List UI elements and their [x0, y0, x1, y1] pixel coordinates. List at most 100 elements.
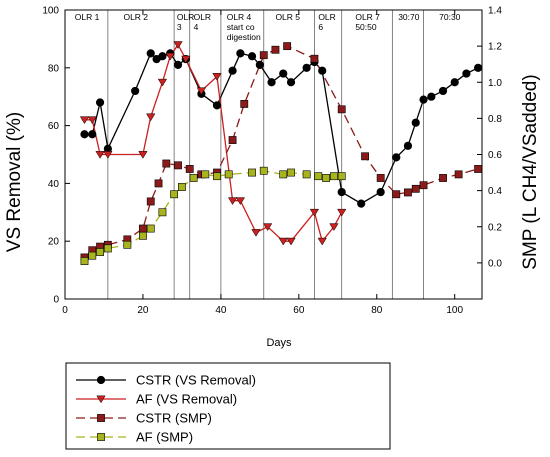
series-0-point [474, 63, 483, 72]
phase-label-line: 70:30 [439, 12, 461, 22]
y-left-tick-label: 0 [53, 295, 59, 306]
series-1-point [251, 229, 261, 237]
phase-label-line: 3 [177, 22, 182, 32]
series-3-point [248, 168, 256, 177]
y-left-tick-label: 60 [48, 121, 60, 132]
series-1-point [173, 41, 183, 49]
series-0-point [411, 118, 420, 127]
series-3-point [123, 240, 132, 249]
phase-label-line: OLR 7 [355, 12, 380, 22]
series-1-point [212, 73, 222, 81]
series-2-point [454, 170, 463, 179]
phase-label-6: OLR 6 [318, 12, 335, 32]
phase-label-5: OLR 5 [275, 12, 300, 22]
series-0-point [228, 66, 237, 75]
legend: CSTR (VS Removal) AF (VS Removal) CSTR (SM… [65, 362, 391, 450]
phase-label-line: OLR 2 [123, 12, 148, 22]
series-0-point [279, 69, 288, 78]
series-0-point [146, 49, 155, 58]
series-1-point [227, 197, 238, 206]
series-3-point [322, 174, 331, 182]
legend-label-0: CSTR (VS Removal) [136, 373, 256, 388]
y-left-tick-label: 80 [48, 63, 60, 74]
y-right-tick-label: 0.6 [488, 150, 502, 161]
series-2-point [259, 51, 268, 60]
series-1-point [278, 237, 288, 246]
series-3-point [178, 183, 186, 191]
series-0-point [88, 130, 97, 139]
series-3-point [80, 257, 89, 265]
series-3-point [158, 208, 167, 217]
series-2-point [439, 174, 447, 182]
series-3-point [287, 168, 295, 177]
series-1-point [103, 151, 113, 159]
series-0-point [392, 153, 401, 162]
series-2-point [392, 190, 401, 199]
phase-label-line: 6 [318, 22, 323, 32]
phase-label-line: digestion [227, 32, 261, 42]
series-2-point [154, 179, 163, 188]
series-3-point [224, 170, 233, 179]
series-0-point [419, 95, 428, 104]
series-3-point [146, 224, 155, 233]
series-1-point [181, 55, 191, 64]
series-2-point [474, 165, 483, 173]
series-0-point [302, 63, 311, 72]
series-0-point [403, 141, 413, 150]
y-right-tick-label: 0.2 [488, 222, 502, 233]
series-line-2 [84, 45, 479, 258]
series-1-point [263, 223, 273, 232]
series-2-point [283, 42, 292, 51]
series-1-point [95, 151, 105, 159]
series-2-point [310, 54, 319, 63]
phase-label-8: 30:70 [398, 12, 420, 22]
y-right-tick-label: 0.4 [488, 186, 502, 197]
series-0-point [462, 69, 471, 78]
series-0-point [173, 60, 183, 70]
series-1-point [235, 197, 246, 206]
phase-label-2: OLR 3 [177, 12, 194, 32]
x-tick-label: 100 [446, 305, 463, 316]
series-0-point [236, 49, 245, 58]
series-2-point [337, 105, 346, 114]
series-3-point [88, 251, 97, 260]
series-1-point [138, 151, 148, 159]
series-0-point [95, 98, 105, 107]
x-tick-label: 20 [137, 305, 149, 316]
series-0-point [318, 66, 327, 75]
series-0-point [80, 130, 89, 139]
series-3-point [170, 190, 179, 199]
series-2-point [240, 100, 249, 108]
y-right-tick-label: 0.8 [488, 114, 502, 125]
x-tick-label: 0 [62, 305, 68, 316]
x-tick-label: 60 [293, 305, 305, 316]
series-0-point [376, 187, 385, 197]
phase-label-0: OLR 1 [75, 12, 100, 22]
x-tick-label: 80 [371, 305, 383, 316]
series-3-point [213, 172, 221, 181]
series-2-point [361, 152, 369, 161]
series-1-point [329, 223, 339, 232]
series-2-point [146, 197, 155, 206]
series-3-point [103, 244, 112, 253]
series-0-point [450, 78, 459, 87]
legend-label-1: AF (VS Removal) [136, 392, 237, 407]
series-3-point [96, 248, 104, 256]
series-0-point [438, 86, 448, 96]
series-0-point [255, 60, 264, 70]
series-1-point [309, 208, 320, 217]
series-3-point [330, 172, 338, 181]
phase-label-line: 4 [194, 22, 199, 32]
phase-label-line: start co [227, 22, 255, 32]
y-right-tick-label: 1.0 [488, 78, 502, 89]
series-2-point [228, 136, 237, 144]
series-2-point [419, 181, 428, 190]
series-1-point [165, 52, 175, 61]
series-1-point [87, 116, 97, 125]
series-0-point [427, 92, 436, 101]
series-2-point [139, 224, 147, 233]
series-3-point [189, 174, 198, 182]
axis-ticks: 0 20 40 60 80 100 0 20 40 60 80 100 0.0 0.2 0.4 0.6 0.8 1… [42, 6, 502, 317]
